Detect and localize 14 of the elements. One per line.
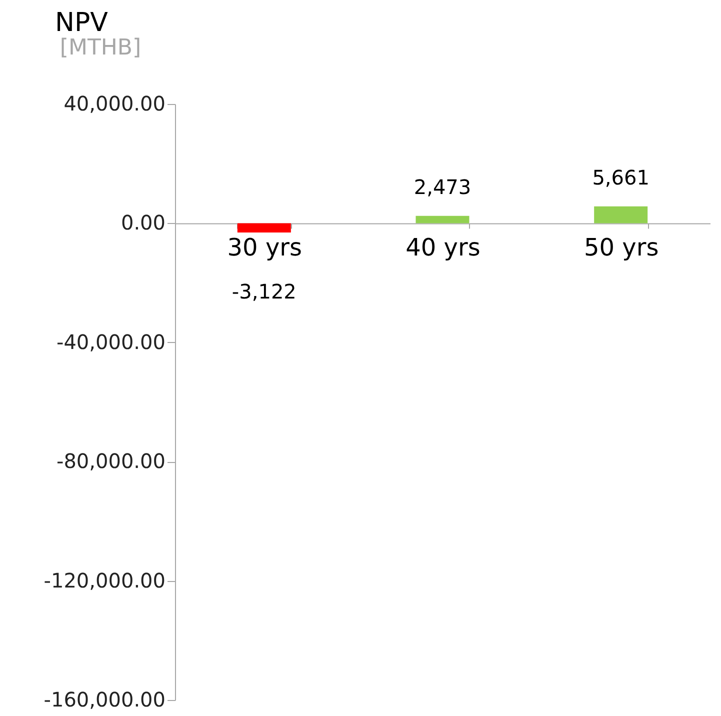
y-tick-label: -160,000.00: [44, 688, 166, 712]
y-tick-label: 40,000.00: [64, 92, 166, 116]
x-tick-label: 30 yrs: [227, 234, 302, 262]
y-tick-label: -40,000.00: [56, 330, 166, 354]
chart-title: NPV: [55, 8, 108, 38]
x-tick-label: 50 yrs: [584, 234, 659, 262]
data-label: 5,661: [592, 165, 650, 190]
y-tick-label: 0.00: [120, 210, 166, 235]
y-tick-label: -80,000.00: [56, 449, 166, 474]
x-tick-label: 40 yrs: [406, 234, 480, 262]
data-label: -3,122: [232, 280, 296, 304]
data-label: 2,473: [414, 174, 472, 199]
y-tick-label: -120,000.00: [44, 568, 166, 592]
y-axis-title: [MTHB]: [60, 36, 142, 60]
